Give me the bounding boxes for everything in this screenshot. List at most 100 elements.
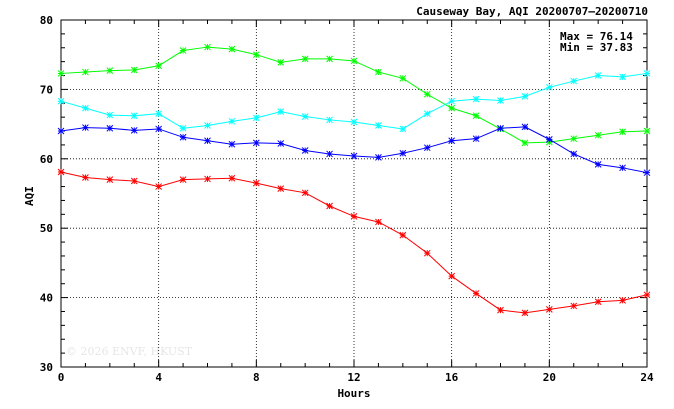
series-1-point	[521, 139, 529, 147]
series-1-point	[423, 90, 431, 98]
series-1-point	[326, 55, 333, 63]
series-1-point	[204, 43, 211, 51]
watermark: © 2026 ENVF, HKUST	[66, 345, 193, 358]
series-2-point	[106, 111, 114, 119]
series-3-point	[106, 124, 114, 132]
series-1-point	[399, 74, 407, 82]
series-4-point	[301, 189, 309, 197]
series-3-point	[619, 164, 626, 172]
series-4-point	[545, 306, 553, 313]
series-3-point	[594, 160, 602, 168]
series-3-point	[570, 150, 578, 158]
x-tick-label: 24	[640, 371, 654, 384]
min-label: Min = 37.83	[560, 41, 633, 54]
y-tick-label: 60	[40, 153, 53, 166]
x-tick-label: 8	[253, 371, 260, 384]
x-tick-label: 20	[543, 371, 556, 384]
series-2-point	[204, 122, 211, 129]
series-4-point	[521, 309, 529, 317]
series-4-point	[423, 249, 431, 257]
series-1-point	[643, 127, 651, 135]
series-4-point	[204, 175, 211, 183]
series-3-point	[399, 149, 407, 157]
series-3-point	[204, 137, 211, 145]
series-1-point	[179, 47, 187, 54]
series-4-point	[375, 218, 382, 226]
series-4-point	[277, 185, 285, 192]
series-4-point	[570, 302, 578, 310]
series-3-point	[130, 126, 138, 134]
series-3-point	[252, 139, 260, 147]
y-axis-label: AQI	[23, 186, 36, 206]
series-4-point	[643, 291, 651, 299]
max-label: Max = 76.14	[560, 30, 633, 43]
series-3-point	[179, 133, 187, 141]
y-tick-label: 50	[40, 222, 53, 235]
series-1-point	[57, 70, 65, 77]
series-1-point	[130, 66, 138, 74]
series-2-point	[643, 70, 651, 77]
series-1-point	[252, 51, 260, 59]
series-4-point	[179, 176, 187, 183]
series-1-point	[106, 67, 114, 75]
series-2-point	[472, 95, 480, 103]
series-1-point	[570, 135, 578, 143]
series-4-point	[619, 297, 626, 304]
series-3-point	[326, 150, 333, 158]
series-3-point	[277, 140, 285, 147]
series-2-point	[545, 83, 553, 91]
series-4-point	[130, 177, 138, 185]
series-2-point	[82, 104, 89, 112]
series-3-point	[472, 135, 480, 143]
series-3-point	[82, 124, 89, 131]
series-4-point	[594, 298, 602, 306]
series-2-point	[594, 72, 602, 79]
series-1-point	[82, 68, 89, 76]
series-3-point	[375, 154, 382, 161]
series-1-point	[301, 55, 309, 63]
series-2-point	[326, 116, 333, 124]
series-2-point	[375, 122, 382, 129]
grid-lines	[61, 20, 647, 367]
series-4-point	[497, 306, 504, 314]
series-2-point	[228, 117, 236, 125]
series-2-point	[423, 110, 431, 118]
series-3-point	[350, 152, 358, 160]
series-2-point	[350, 118, 358, 126]
series-3-point	[521, 123, 529, 131]
series-4-point	[57, 168, 65, 176]
series-2-point	[252, 114, 260, 122]
series-3-point	[228, 140, 236, 148]
chart-title: Causeway Bay, AQI 20200707—20200710	[416, 5, 648, 18]
series-4-point	[326, 202, 333, 210]
x-tick-label: 0	[58, 371, 65, 384]
series-3-point	[301, 147, 309, 154]
series-4-point	[252, 179, 260, 187]
series-2-point	[448, 97, 456, 105]
series-2-point	[521, 92, 529, 100]
series-2-point	[130, 112, 138, 120]
series-1-point	[619, 128, 626, 136]
series-1-point	[350, 57, 358, 65]
x-tick-label: 4	[155, 371, 162, 384]
y-tick-label: 30	[40, 361, 53, 374]
series-1-point	[228, 45, 236, 53]
series-2-point	[301, 113, 309, 120]
series-1-point	[594, 131, 602, 139]
series-3-point	[448, 137, 456, 145]
series-4-point	[399, 231, 407, 239]
series-4-point	[82, 174, 89, 181]
series-1-point	[155, 62, 163, 70]
plot-frame: 0 4 8 12 16 20 24 30 40 50 60 70 80	[40, 14, 654, 384]
series-3-point	[57, 127, 65, 135]
series-3-point	[643, 169, 651, 177]
series-4-point	[448, 272, 456, 280]
series-1-point	[472, 112, 480, 120]
x-tick-label: 16	[445, 371, 459, 384]
x-axis-label: Hours	[337, 387, 370, 400]
series-3-point	[545, 136, 553, 143]
series-2-point	[277, 108, 285, 115]
y-tick-label: 40	[40, 292, 53, 305]
series-4-point	[350, 213, 358, 220]
